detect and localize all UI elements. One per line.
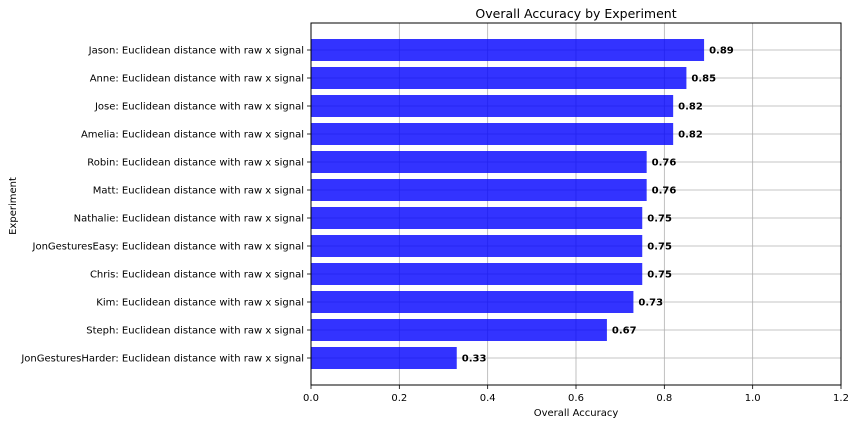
y-tick-label: Jose: Euclidean distance with raw x sign… bbox=[94, 102, 304, 113]
bar bbox=[311, 67, 687, 89]
y-tick-label: Matt: Euclidean distance with raw x sign… bbox=[93, 186, 304, 197]
bar bbox=[311, 347, 457, 369]
bar-value-label: 0.67 bbox=[612, 326, 637, 337]
x-tick-labels: 0.0 0.2 0.4 0.6 0.8 1.0 1.2 bbox=[303, 385, 849, 404]
x-tick-label: 0.2 bbox=[391, 393, 407, 404]
bar-value-label: 0.82 bbox=[678, 102, 703, 113]
x-tick-label: 0.4 bbox=[480, 393, 496, 404]
bar bbox=[311, 319, 607, 341]
y-tick-label: Anne: Euclidean distance with raw x sign… bbox=[90, 74, 304, 85]
bar-value-label: 0.33 bbox=[462, 354, 487, 365]
y-tick-label: Robin: Euclidean distance with raw x sig… bbox=[87, 158, 304, 169]
y-tick-label: Kim: Euclidean distance with raw x signa… bbox=[96, 298, 304, 309]
y-tick-label: JonGesturesHarder: Euclidean distance wi… bbox=[20, 354, 304, 365]
bar bbox=[311, 123, 674, 145]
bar bbox=[311, 95, 674, 117]
bar-value-label: 0.76 bbox=[652, 158, 677, 169]
chart-title: Overall Accuracy by Experiment bbox=[475, 6, 676, 21]
bar-value-label: 0.73 bbox=[638, 298, 663, 309]
y-tick-label: Nathalie: Euclidean distance with raw x … bbox=[74, 214, 304, 225]
x-axis-label: Overall Accuracy bbox=[534, 408, 619, 419]
y-tick-label: JonGesturesEasy: Euclidean distance with… bbox=[32, 242, 305, 253]
bar-value-label: 0.75 bbox=[647, 270, 672, 281]
bar-value-label: 0.89 bbox=[709, 46, 734, 57]
bar-value-label: 0.76 bbox=[652, 186, 677, 197]
bars bbox=[311, 39, 705, 369]
y-tick-label: Chris: Euclidean distance with raw x sig… bbox=[90, 270, 304, 281]
bar bbox=[311, 151, 647, 173]
x-tick-label: 0.6 bbox=[568, 393, 584, 404]
bar bbox=[311, 235, 643, 257]
bar-value-label: 0.75 bbox=[647, 242, 672, 253]
x-tick-label: 1.2 bbox=[833, 393, 849, 404]
bar-value-label: 0.85 bbox=[691, 74, 716, 85]
y-tick-label: Steph: Euclidean distance with raw x sig… bbox=[86, 326, 304, 337]
bar bbox=[311, 179, 647, 201]
y-tick-label: Amelia: Euclidean distance with raw x si… bbox=[81, 130, 304, 141]
x-tick-label: 1.0 bbox=[745, 393, 761, 404]
bar bbox=[311, 207, 643, 229]
bar bbox=[311, 39, 705, 61]
bar bbox=[311, 263, 643, 285]
bar-value-label: 0.82 bbox=[678, 130, 703, 141]
y-axis-label: Experiment bbox=[8, 177, 19, 235]
bar bbox=[311, 291, 634, 313]
y-tick-label: Jason: Euclidean distance with raw x sig… bbox=[88, 46, 304, 57]
x-tick-label: 0.8 bbox=[656, 393, 672, 404]
y-tick-labels: Jason: Euclidean distance with raw x sig… bbox=[20, 46, 311, 365]
bar-value-label: 0.75 bbox=[647, 214, 672, 225]
value-labels: 0.89 0.85 0.82 0.82 0.76 0.76 0.75 0.75 0.75 0.73… bbox=[462, 46, 734, 365]
x-tick-label: 0.0 bbox=[303, 393, 319, 404]
